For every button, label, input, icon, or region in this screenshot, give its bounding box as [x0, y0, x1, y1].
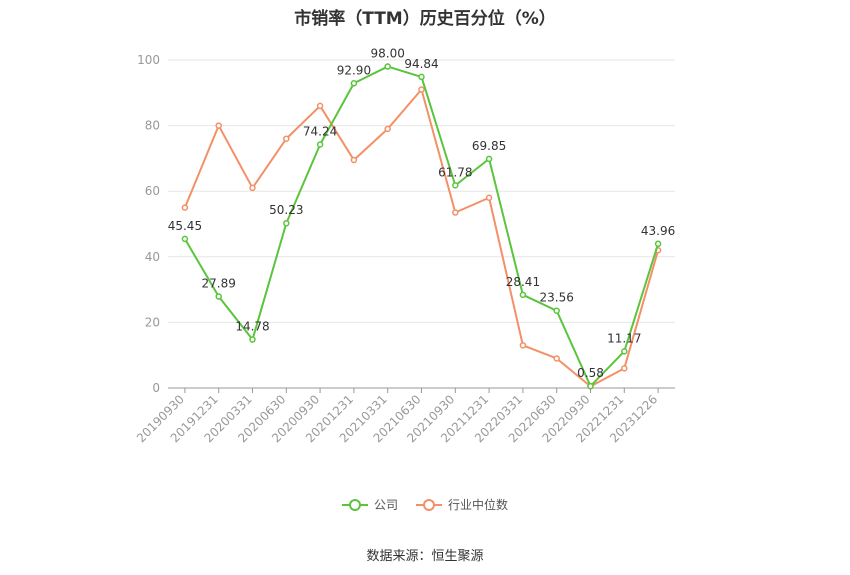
data-label-company: 61.78 — [438, 165, 472, 179]
data-point-company — [249, 336, 256, 343]
data-label-company: 69.85 — [472, 139, 506, 153]
data-point-industry-median — [452, 209, 459, 216]
data-point-company — [553, 307, 560, 314]
data-point-company — [316, 141, 324, 148]
data-point-company — [350, 80, 358, 87]
data-point-industry-median — [249, 184, 256, 192]
data-point-industry-median — [181, 204, 189, 211]
data-point-company — [384, 63, 391, 70]
data-point-industry-median — [283, 135, 290, 142]
data-point-company — [215, 293, 222, 300]
y-tick-label: 0 — [152, 381, 160, 395]
series-line-company — [184, 65, 660, 388]
legend-swatch-industry-median — [416, 498, 442, 512]
data-label-company: 43.96 — [641, 224, 675, 238]
data-label-company: 94.84 — [404, 57, 438, 71]
data-point-company — [418, 73, 425, 81]
data-point-industry-median — [350, 156, 358, 164]
data-point-company — [283, 219, 290, 227]
data-point-industry-median — [553, 355, 560, 362]
data-source-note: 数据来源：恒生聚源 — [366, 549, 484, 564]
data-point-company — [452, 182, 459, 189]
y-tick-label: 60 — [145, 184, 160, 198]
legend-item-company[interactable]: 公司 — [341, 496, 398, 513]
series-line-industry-median — [183, 88, 660, 388]
data-point-industry-median — [384, 125, 391, 133]
data-point-industry-median — [519, 342, 527, 349]
data-point-company — [181, 235, 189, 243]
data-point-industry-median — [215, 122, 222, 129]
y-tick-label: 100 — [137, 53, 160, 67]
data-point-industry-median — [621, 365, 628, 372]
data-label-company: 27.89 — [202, 277, 236, 291]
data-label-company: 28.41 — [506, 275, 540, 289]
y-tick-label: 80 — [145, 119, 160, 133]
data-label-company: 23.56 — [540, 291, 574, 305]
legend-swatch-company — [341, 498, 368, 512]
data-label-company: 0.58 — [577, 366, 604, 380]
data-point-company — [587, 382, 594, 390]
y-tick-label: 20 — [145, 315, 160, 329]
data-label-company: 50.23 — [269, 203, 303, 217]
data-point-company — [519, 291, 527, 299]
legend-label-industry-median: 行业中位数 — [448, 498, 509, 512]
data-label-company: 98.00 — [371, 47, 405, 61]
data-point-company — [621, 348, 628, 355]
data-point-company — [485, 155, 493, 163]
legend-item-industry-median[interactable]: 行业中位数 — [416, 496, 508, 513]
data-label-company: 11.17 — [607, 331, 641, 345]
y-tick-label: 40 — [145, 250, 160, 264]
data-point-company — [654, 240, 662, 248]
chart-legend: 公司 行业中位数 — [0, 496, 850, 513]
data-label-company: 14.78 — [235, 320, 269, 334]
data-point-industry-median — [316, 102, 324, 110]
chart-title: 市销率（TTM）历史百分位（%） — [294, 9, 556, 29]
data-point-industry-median — [418, 86, 425, 93]
data-label-company: 45.45 — [168, 219, 202, 233]
data-label-company: 92.90 — [337, 63, 371, 77]
legend-label-company: 公司 — [373, 498, 398, 512]
data-label-company: 74.24 — [303, 124, 337, 138]
data-point-industry-median — [485, 194, 493, 202]
